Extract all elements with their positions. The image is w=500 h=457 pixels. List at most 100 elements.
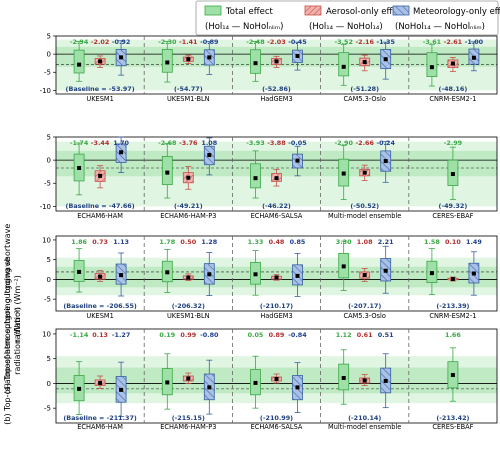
box-CAM5.3-Oslo-meteorology	[380, 41, 392, 80]
median-marker	[341, 64, 346, 69]
value-label: 1.08	[201, 139, 217, 147]
median-marker	[471, 55, 476, 60]
median-marker	[186, 57, 191, 62]
value-label: -3.61	[423, 38, 441, 46]
value-label: -0.45	[288, 38, 306, 46]
box-ECHAM6-HAM-P3-total	[161, 143, 173, 199]
median-marker	[119, 273, 124, 278]
model-label: CERES-EBAF	[432, 423, 473, 431]
box-ECHAM6-HAM-total	[73, 142, 85, 196]
legend-swatch-aerosol	[304, 5, 322, 16]
panel-frame	[55, 235, 498, 312]
box-CNRM-ESM2-1-aerosol	[447, 56, 459, 72]
baseline-label: (Baseline = -211.37)	[63, 414, 137, 422]
box-Multi-model ensemble-meteorology	[380, 353, 392, 409]
y-tick-label: -5	[44, 180, 51, 188]
baseline-label: (-54.77)	[174, 85, 203, 93]
value-label: 1.33	[248, 238, 264, 246]
median-marker	[362, 60, 367, 65]
median-marker	[186, 376, 191, 381]
box-UKESM1-aerosol	[94, 55, 106, 68]
median-marker	[274, 176, 279, 181]
median-marker	[253, 61, 258, 66]
model-label: CAM5.3-Oslo	[344, 95, 386, 103]
value-label: -3.76	[179, 139, 198, 147]
legend-swatch-total	[204, 5, 222, 16]
median-marker	[295, 385, 300, 390]
model-label: Multi-model ensemble	[328, 423, 401, 431]
panel-SW-bottom: 5 0 -5 -10 -1.74 -3.44 1.70 (Baseline = -47.66)…	[40, 133, 498, 220]
box-iqr	[338, 52, 350, 77]
baseline-label: (Baseline = -47.66)	[66, 202, 135, 210]
model-label: ECHAM6-HAM	[77, 423, 123, 431]
value-label: 1.66	[445, 331, 461, 339]
model-label: ECHAM6-SALSA	[251, 423, 303, 431]
box-UKESM1-BLN-aerosol	[182, 273, 194, 282]
value-label: -2.02	[91, 38, 109, 46]
value-label: -3.52	[334, 38, 352, 46]
box-Multi-model ensemble-meteorology	[380, 141, 392, 183]
median-marker	[119, 55, 124, 60]
value-label: -3.88	[267, 139, 286, 147]
box-UKESM1-aerosol	[94, 269, 106, 282]
baseline-label: (Baseline = -53.97)	[66, 85, 135, 93]
legend-total-line1: Total effect	[225, 7, 274, 17]
model-label: HadGEM3	[260, 95, 292, 103]
baseline-label: (-48.16)	[439, 85, 468, 93]
value-label: 0.85	[290, 238, 306, 246]
box-iqr	[426, 52, 438, 77]
value-label: -2.48	[246, 38, 265, 46]
model-label: ECHAM6-SALSA	[251, 212, 303, 220]
baseline-label: (-213.39)	[436, 302, 469, 310]
box-UKESM1-BLN-total	[161, 249, 173, 293]
median-marker	[274, 275, 279, 280]
value-label: 1.08	[357, 238, 373, 246]
baseline-label: (Baseline = -206.55)	[63, 302, 137, 310]
y-label-longwave-units: radiation (Wm⁻²)	[13, 307, 22, 375]
y-tick-label: 0	[47, 276, 51, 284]
box-CNRM-ESM2-1-meteorology	[468, 41, 480, 72]
box-CAM5.3-Oslo-meteorology	[380, 245, 392, 294]
median-marker	[362, 170, 367, 175]
panel-frame	[55, 35, 498, 95]
value-label: -2.90	[334, 139, 353, 147]
model-label: UKESM1-BLN	[167, 312, 210, 320]
baseline-label: (-52.86)	[262, 85, 291, 93]
panel-LW-bottom: 10 5 0 -5 -1.14 0.13 -1.27 (Baseline = -211.37)…	[42, 328, 498, 431]
box-ECHAM6-HAM-P3-total	[161, 353, 173, 410]
value-label: -0.24	[376, 139, 395, 147]
box-HadGEM3-meteorology	[292, 252, 303, 297]
value-label: -1.35	[376, 38, 394, 46]
model-label: UKESM1	[86, 312, 113, 320]
value-label: -0.84	[288, 331, 307, 339]
y-label-shortwave: (a) Top-of-atmosphere outgoing shortwave	[3, 224, 12, 395]
value-label: -3.44	[91, 139, 110, 147]
box-CAM5.3-Oslo-total	[338, 240, 350, 291]
median-marker	[471, 271, 476, 276]
median-marker	[341, 264, 346, 269]
model-label: ECHAM6-HAM-P3	[160, 212, 216, 220]
value-label: -3.93	[246, 139, 264, 147]
model-label: UKESM1-BLN	[167, 95, 210, 103]
model-label: ECHAM6-HAM-P3	[160, 423, 216, 431]
value-label: -0.05	[288, 139, 306, 147]
box-HadGEM3-total	[250, 250, 261, 296]
box-ECHAM6-HAM-P3-meteorology	[203, 359, 215, 415]
baseline-label: (-51.28)	[350, 85, 379, 93]
value-label: 0.10	[445, 238, 461, 246]
box-CNRM-ESM2-1-total	[426, 44, 438, 87]
median-marker	[274, 376, 279, 381]
baseline-label: (-215.15)	[172, 414, 205, 422]
box-iqr	[250, 163, 261, 189]
box-Multi-model ensemble-aerosol	[359, 374, 371, 386]
baseline-label: (-210.14)	[348, 414, 381, 422]
baseline-label: (-207.17)	[348, 302, 381, 310]
panels: 5 0 -5 -10 -2.94 -2.02 -0.92 (Baseline = -53.97…	[40, 32, 498, 431]
box-ECHAM6-HAM-P3-meteorology	[203, 137, 215, 176]
box-ECHAM6-HAM-P3-aerosol	[182, 166, 194, 190]
value-label: -2.16	[355, 38, 374, 46]
median-marker	[77, 62, 82, 67]
value-label: 1.58	[424, 238, 440, 246]
value-label: 1.12	[336, 331, 352, 339]
box-ECHAM6-SALSA-total	[250, 355, 261, 409]
